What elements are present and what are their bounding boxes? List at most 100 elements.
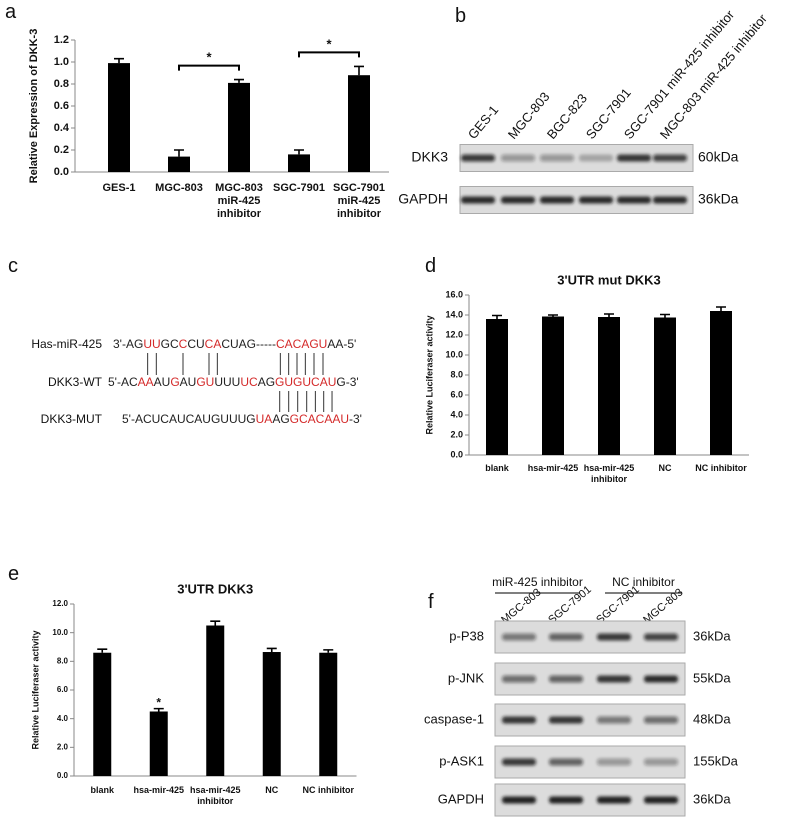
x-tick-label: hsa-mir-425 inhibitor bbox=[189, 785, 241, 806]
sequence-segment: -3' bbox=[349, 412, 362, 426]
bar bbox=[108, 63, 130, 172]
bar bbox=[288, 154, 310, 172]
significance-bracket bbox=[298, 51, 360, 58]
row-label: GAPDH bbox=[398, 191, 448, 207]
sequence-segment: 5'-AC bbox=[108, 375, 138, 389]
blot-band bbox=[597, 758, 631, 766]
sequence: 5'-ACUCAUCAUGUUUGUAAGGCACAAU-3' bbox=[122, 412, 362, 426]
sequence: 3'-AGUUGCCCUCACUAG-----CACAGUAA-5' bbox=[113, 337, 356, 351]
y-tick-label: 0.6 bbox=[54, 100, 69, 112]
x-tick-label: hsa-mir-425 inhibitor bbox=[583, 463, 635, 484]
y-tick-label: 8.0 bbox=[450, 369, 463, 379]
blot-band bbox=[549, 796, 583, 804]
row-label: GAPDH bbox=[438, 791, 484, 806]
x-tick-label: hsa-mir-425 bbox=[527, 463, 579, 473]
group-label: miR-425 inhibitor bbox=[492, 575, 583, 589]
size-label: 155kDa bbox=[693, 753, 739, 768]
x-tick-label: SGC-7901 bbox=[273, 182, 325, 194]
error-bar bbox=[492, 314, 502, 319]
size-label: 36kDa bbox=[698, 191, 739, 207]
bar bbox=[654, 317, 676, 455]
sequence-segment: UU bbox=[143, 337, 160, 351]
sequence-segment: UC bbox=[240, 375, 258, 389]
bar bbox=[319, 652, 338, 776]
sequence-segment: CU bbox=[187, 337, 204, 351]
y-tick-label: 12.0 bbox=[52, 599, 68, 608]
blot-band bbox=[653, 196, 687, 204]
lane-label: SGC-7901 bbox=[546, 584, 594, 627]
blot-band bbox=[644, 758, 678, 766]
sequence-segment: CACAGU bbox=[276, 337, 327, 351]
blot-band bbox=[461, 154, 495, 162]
bar bbox=[228, 82, 250, 172]
blot-band bbox=[644, 716, 678, 724]
bar bbox=[542, 316, 564, 455]
blot-band bbox=[540, 154, 574, 162]
blot-band bbox=[617, 154, 651, 162]
y-tick-label: 2.0 bbox=[450, 429, 463, 439]
x-tick-label: MGC-803 bbox=[155, 182, 203, 194]
sequence-segment: AG bbox=[272, 412, 289, 426]
blot-band bbox=[549, 675, 583, 683]
sequence-segment: GCACAAU bbox=[290, 412, 349, 426]
blot-band bbox=[502, 716, 536, 724]
error-bar bbox=[174, 149, 184, 157]
blot-band bbox=[653, 154, 687, 162]
sequence-segment: GU bbox=[196, 375, 214, 389]
blot-band bbox=[549, 633, 583, 641]
bar bbox=[149, 711, 168, 776]
blot-band bbox=[644, 675, 678, 683]
panel-label: b bbox=[455, 5, 466, 27]
y-axis-title: Relative Luciferaser activity bbox=[30, 630, 40, 749]
blot-band bbox=[597, 716, 631, 724]
error-bar bbox=[323, 649, 334, 653]
x-tick-label: NC inhibitor bbox=[695, 463, 747, 473]
sequence-name: DKK3-MUT bbox=[41, 412, 103, 426]
lane-label: SGC-7901 bbox=[594, 584, 642, 627]
sequence-segment: AU bbox=[154, 375, 171, 389]
error-bar bbox=[234, 78, 244, 83]
blot-band bbox=[644, 633, 678, 641]
y-tick-label: 6.0 bbox=[450, 389, 463, 399]
sequence-segment: GC bbox=[161, 337, 179, 351]
significance-label: * bbox=[206, 50, 212, 65]
y-tick-label: 16.0 bbox=[445, 289, 463, 299]
blot-band bbox=[579, 196, 613, 204]
blot-band bbox=[549, 758, 583, 766]
blot-band bbox=[644, 796, 678, 804]
bar bbox=[710, 311, 732, 455]
error-bar bbox=[97, 648, 108, 653]
bar bbox=[206, 625, 225, 776]
blot-band bbox=[597, 796, 631, 804]
y-tick-label: 0.0 bbox=[57, 771, 69, 780]
x-tick-label: blank bbox=[90, 785, 114, 795]
bar bbox=[93, 652, 112, 776]
y-tick-label: 0.4 bbox=[54, 122, 70, 134]
error-bar bbox=[604, 313, 614, 317]
significance-label: * bbox=[326, 36, 332, 51]
sequence-name: Has-miR-425 bbox=[31, 337, 102, 351]
blot-band bbox=[501, 196, 535, 204]
x-tick-label: hsa-mir-425 bbox=[133, 785, 185, 795]
x-tick-label: NC bbox=[265, 785, 279, 795]
size-label: 60kDa bbox=[698, 149, 739, 165]
blot-band bbox=[502, 675, 536, 683]
chart-title: 3'UTR mut DKK3 bbox=[557, 272, 661, 287]
y-tick-label: 6.0 bbox=[57, 685, 69, 694]
panel-label: f bbox=[428, 591, 434, 613]
y-tick-label: 1.0 bbox=[54, 56, 69, 68]
y-tick-label: 8.0 bbox=[57, 656, 69, 665]
error-bar bbox=[354, 65, 364, 76]
sequence-segment: C bbox=[179, 337, 188, 351]
row-label: p-JNK bbox=[448, 670, 484, 685]
significance-label: * bbox=[156, 696, 161, 710]
blot-band bbox=[501, 154, 535, 162]
sequence-segment: CUAG----- bbox=[221, 337, 276, 351]
blot-band bbox=[502, 758, 536, 766]
size-label: 48kDa bbox=[693, 711, 731, 726]
x-tick-label: MGC-803 miR-425 inhibitor bbox=[215, 182, 263, 221]
panel-label: c bbox=[8, 255, 18, 277]
chart-title: 3'UTR DKK3 bbox=[177, 581, 253, 596]
x-tick-label: NC inhibitor bbox=[302, 785, 355, 795]
